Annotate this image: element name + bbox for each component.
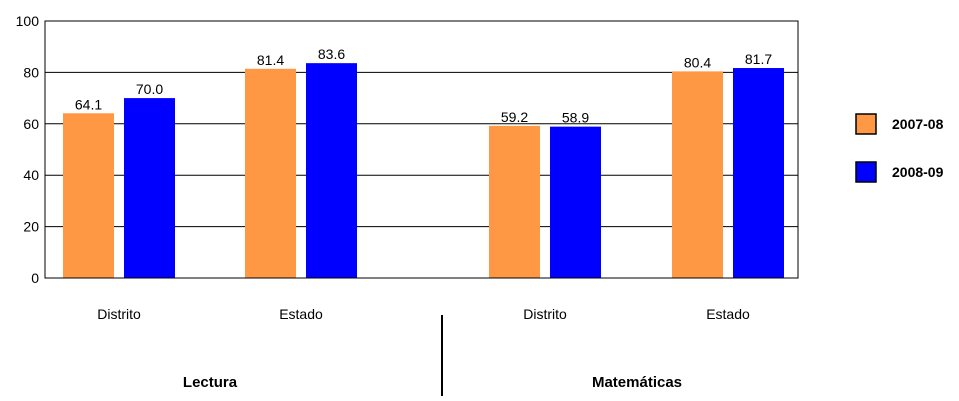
y-tick-label: 60: [23, 116, 39, 132]
plot-frame: [44, 20, 799, 279]
category-label: Estado: [279, 306, 323, 322]
bar: [672, 71, 723, 278]
legend-swatch: [855, 161, 877, 183]
bar: [245, 68, 296, 278]
y-tick-label: 40: [23, 167, 39, 183]
bar: [63, 113, 114, 278]
data-label: 58.9: [562, 110, 589, 126]
y-tick-label: 0: [31, 270, 39, 286]
category-label: Estado: [706, 306, 750, 322]
bars: [63, 63, 784, 279]
group-labels: Lectura Matemáticas: [183, 374, 682, 391]
bar: [306, 63, 357, 279]
group-label: Matemáticas: [592, 374, 682, 391]
category-label: Distrito: [523, 306, 567, 322]
data-label: 81.4: [257, 52, 284, 68]
legend-label: 2008-09: [892, 164, 944, 180]
data-label: 70.0: [136, 81, 163, 97]
data-label: 80.4: [684, 54, 711, 70]
data-label: 64.1: [75, 96, 102, 112]
y-tick-label: 20: [23, 219, 39, 235]
group-label: Lectura: [183, 374, 238, 391]
data-label: 83.6: [318, 46, 345, 62]
legend-swatch: [855, 113, 877, 135]
legend-label: 2007-08: [892, 116, 944, 132]
category-label: Distrito: [97, 306, 141, 322]
data-label: 81.7: [745, 51, 772, 67]
category-labels: Distrito Estado Distrito Estado: [97, 306, 750, 322]
data-label: 59.2: [501, 109, 528, 125]
y-tick-label: 100: [16, 13, 40, 29]
y-tick-label: 80: [23, 64, 39, 80]
bar: [733, 68, 784, 278]
value-labels: 64.1 70.0 81.4 83.6 59.2 58.9 80.4 81.7: [75, 46, 772, 125]
bar: [124, 98, 175, 278]
bar: [550, 126, 601, 278]
bar: [489, 125, 540, 278]
legend: 2007-08 2008-09: [855, 113, 944, 183]
y-axis-ticks: 0 20 40 60 80 100: [16, 13, 40, 286]
